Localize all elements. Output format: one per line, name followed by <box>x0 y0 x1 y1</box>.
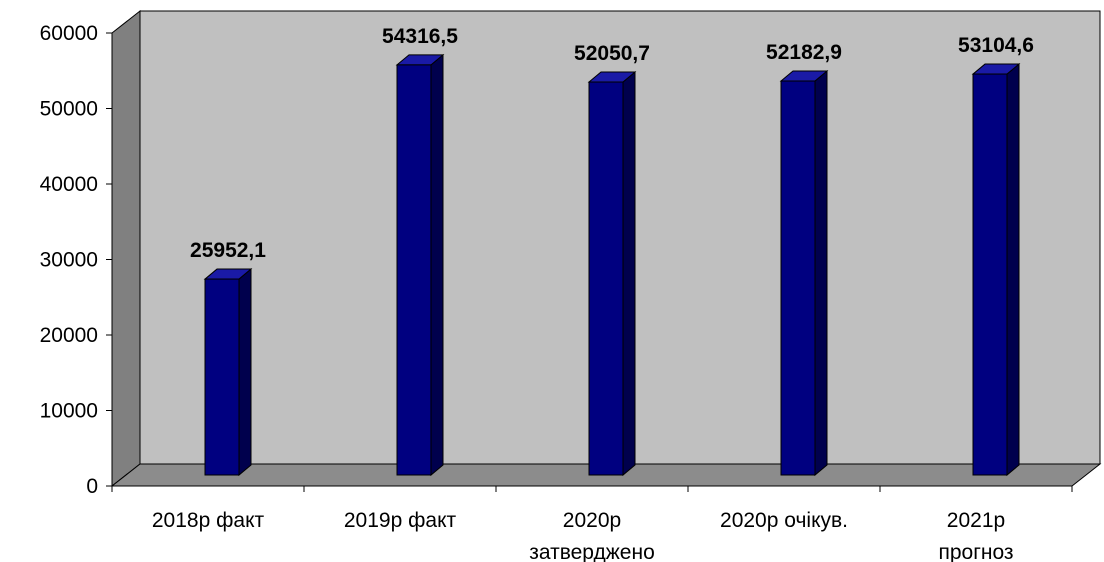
data-label: 52050,7 <box>574 42 650 65</box>
bar-side <box>430 53 444 477</box>
bar-side <box>238 267 252 477</box>
y-tick-label: 40000 <box>40 173 98 196</box>
bar-side <box>1006 62 1020 477</box>
bar-front <box>972 73 1008 476</box>
y-tick-label: 30000 <box>40 249 98 272</box>
bar-side <box>622 70 636 477</box>
y-tick-label: 0 <box>86 475 98 498</box>
bar-front <box>204 278 240 476</box>
y-tick-label: 10000 <box>40 400 98 423</box>
x-category-line: 2018р факт <box>152 509 265 532</box>
bar-front <box>780 80 816 476</box>
x-category-line: 2021р <box>947 509 1005 532</box>
data-labels: 25952,1 54316,5 52050,7 52182,9 53104,6 <box>190 25 1034 262</box>
y-tick-label: 50000 <box>40 98 98 121</box>
x-category-line: прогноз <box>938 541 1013 562</box>
x-category-label: 2020р очікув. <box>720 509 848 532</box>
x-category-label: 2020р затверджено <box>529 509 655 562</box>
bar-front <box>588 81 624 476</box>
side-wall <box>111 9 141 488</box>
y-axis: 0 10000 20000 30000 40000 50000 60000 <box>40 22 113 498</box>
x-axis: 2018р факт 2019р факт 2020р затверджено2020… <box>111 485 1073 562</box>
y-tick-label: 20000 <box>40 324 98 347</box>
data-label: 52182,9 <box>766 41 842 64</box>
data-label: 54316,5 <box>382 25 458 48</box>
x-category-label: 2019р факт <box>344 509 457 532</box>
bar <box>203 267 253 477</box>
x-category-label: 2021р прогноз <box>938 509 1013 562</box>
bar-front <box>396 64 432 476</box>
y-tick-label: 60000 <box>40 22 98 45</box>
x-category-line: 2020р <box>563 509 621 532</box>
data-label: 53104,6 <box>958 34 1034 57</box>
bar-series <box>203 53 1021 477</box>
data-label: 25952,1 <box>190 239 266 262</box>
x-category-line: 2020р очікув. <box>720 509 848 532</box>
x-category-line: затверджено <box>529 541 655 562</box>
bar <box>779 69 829 477</box>
bar <box>395 53 445 477</box>
bar <box>587 70 637 477</box>
bar <box>971 62 1021 477</box>
x-category-line: 2019р факт <box>344 509 457 532</box>
x-category-label: 2018р факт <box>152 509 265 532</box>
bar-side <box>814 69 828 477</box>
